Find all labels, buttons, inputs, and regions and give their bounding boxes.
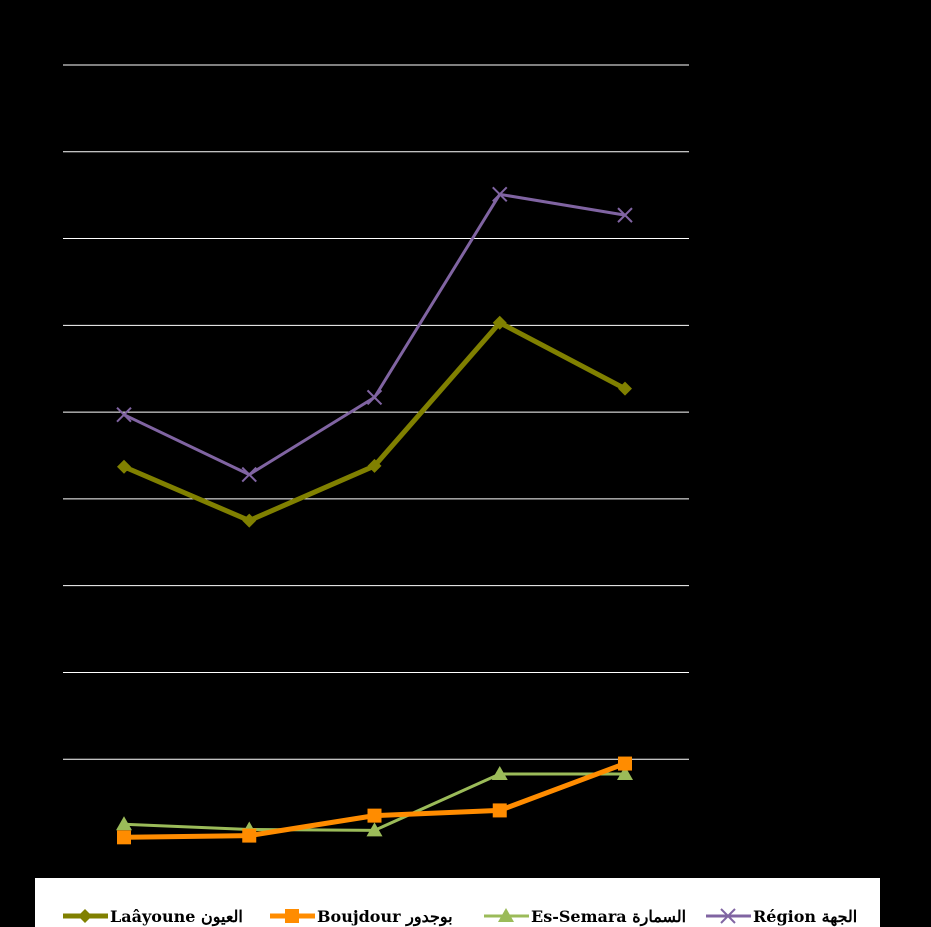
series-group xyxy=(116,186,633,845)
data-point-laayoune-1 xyxy=(117,459,131,474)
series-boujdour xyxy=(117,756,632,845)
data-point-boujdour-5 xyxy=(618,756,632,771)
data-point-laayoune-5 xyxy=(618,381,632,396)
legend-label-boujdour: Boujdour بوجدور xyxy=(317,907,453,927)
data-point-laayoune-2 xyxy=(242,513,257,528)
series-laayoune xyxy=(117,315,632,528)
data-point-laayoune-4 xyxy=(492,315,507,330)
legend-label-region: Région الجهة xyxy=(753,907,857,927)
legend-marker-laayoune xyxy=(78,909,92,923)
data-point-es-semara-5 xyxy=(617,765,633,780)
data-point-boujdour-3 xyxy=(367,808,382,823)
data-point-es-semara-3 xyxy=(366,822,383,837)
legend-label-laayoune: Laâyoune العيون xyxy=(110,907,243,927)
data-point-es-semara-4 xyxy=(491,765,508,780)
legend-marker-boujdour xyxy=(285,909,299,923)
data-point-region-5 xyxy=(617,207,633,223)
series-region xyxy=(116,186,633,483)
data-point-laayoune-3 xyxy=(367,458,382,473)
legend-item-region: Région الجهة xyxy=(706,907,857,927)
data-point-region-2 xyxy=(241,466,257,483)
data-point-region-4 xyxy=(492,186,508,203)
data-point-region-3 xyxy=(366,389,383,406)
data-point-boujdour-2 xyxy=(242,828,257,843)
legend-box xyxy=(35,878,880,927)
legend-item-laayoune: Laâyoune العيون xyxy=(63,907,243,927)
data-point-boujdour-1 xyxy=(117,830,131,845)
legend-marker-es-semara xyxy=(498,908,514,922)
data-point-es-semara-1 xyxy=(116,816,132,831)
legend: Laâyoune العيون Boujdour بوجدور Es-Semara … xyxy=(35,878,880,927)
data-point-boujdour-4 xyxy=(492,803,507,818)
legend-label-es-semara: Es-Semara السمارة xyxy=(531,907,686,927)
legend-item-boujdour: Boujdour بوجدور xyxy=(270,907,453,927)
legend-item-es-semara: Es-Semara السمارة xyxy=(484,907,686,927)
legend-marker-region xyxy=(720,908,736,924)
data-point-region-1 xyxy=(116,407,132,423)
gridlines xyxy=(63,64,689,760)
